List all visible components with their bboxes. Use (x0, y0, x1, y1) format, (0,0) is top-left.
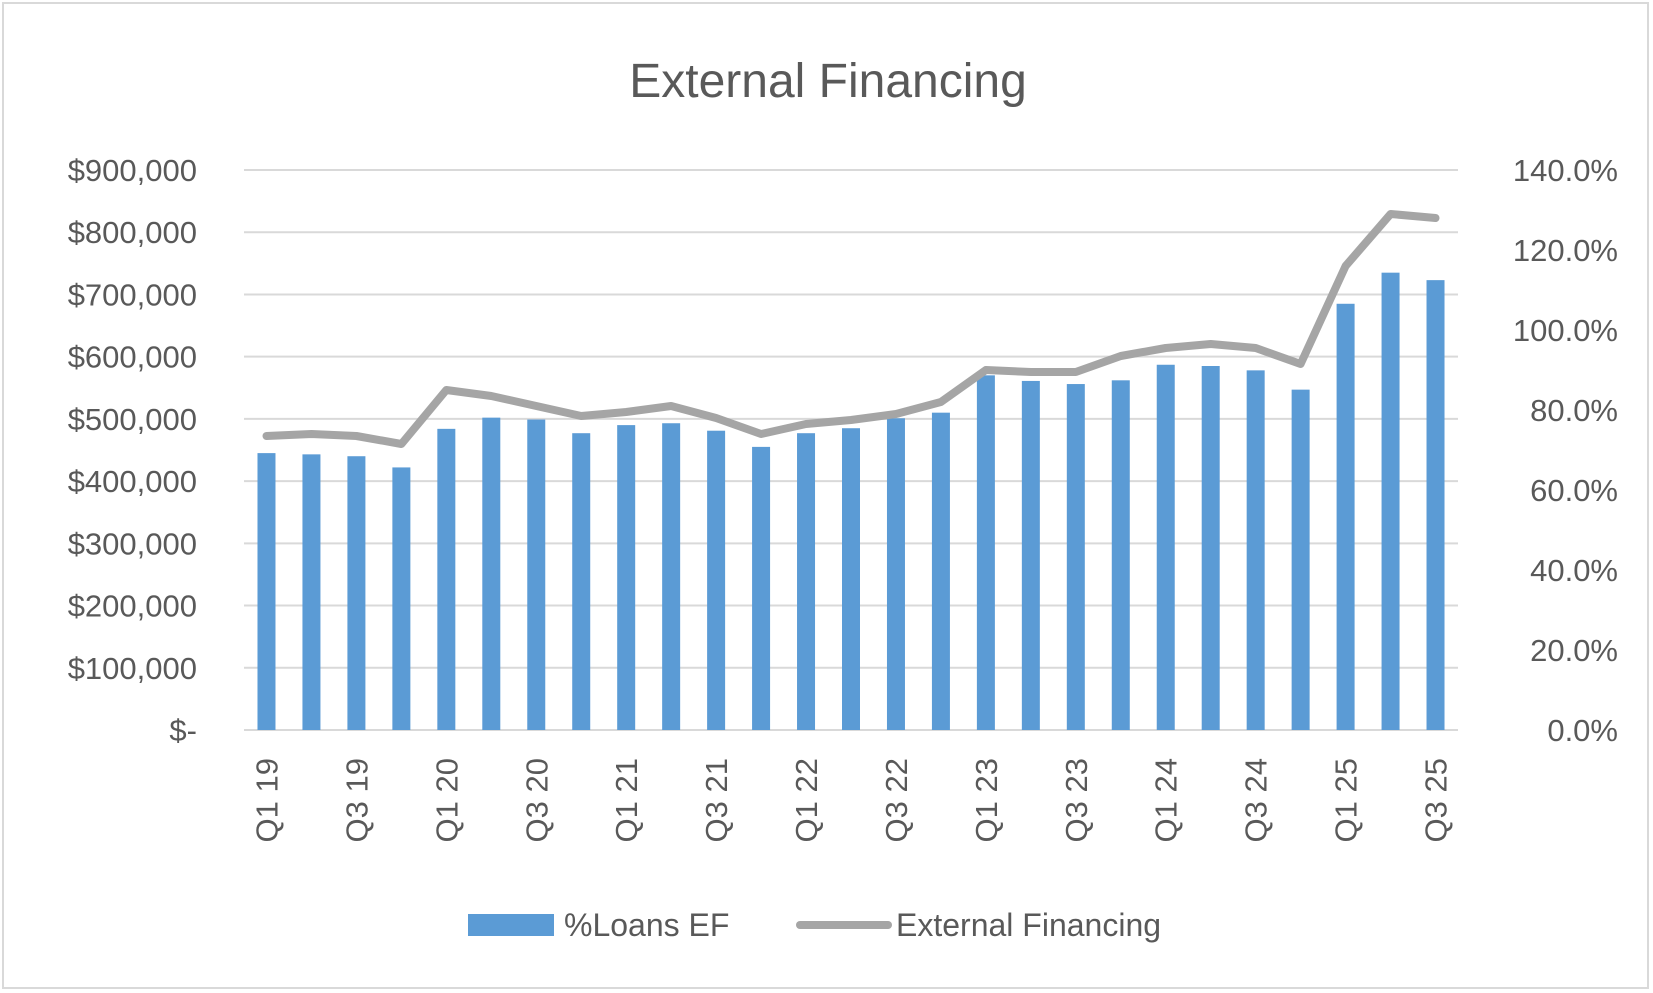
bar (1291, 389, 1310, 730)
bar (437, 428, 456, 730)
bar (797, 433, 816, 730)
right-tick-label: 40.0% (1530, 553, 1618, 588)
left-tick-label: $200,000 (68, 589, 197, 624)
right-tick-label: 120.0% (1513, 233, 1618, 268)
left-tick-label: $600,000 (68, 340, 197, 375)
line-series (262, 210, 1440, 448)
bar (1426, 280, 1445, 730)
right-tick-label: 100.0% (1513, 313, 1618, 348)
bar (707, 430, 726, 730)
x-tick-label: Q1 23 (969, 758, 1004, 842)
left-tick-label: $- (169, 713, 197, 748)
bar (1111, 380, 1130, 730)
right-tick-label: 140.0% (1513, 153, 1618, 188)
legend-label-bars: %Loans EF (564, 907, 729, 943)
legend-label-line: External Financing (896, 907, 1161, 943)
left-tick-label: $500,000 (68, 402, 197, 437)
bar (1201, 366, 1220, 730)
bar (572, 433, 591, 730)
bar (1336, 303, 1355, 730)
left-tick-label: $300,000 (68, 526, 197, 561)
right-tick-label: 20.0% (1530, 633, 1618, 668)
bar (1381, 272, 1400, 730)
x-tick-label: Q3 20 (519, 758, 554, 842)
bar (1246, 370, 1265, 730)
x-tick-label: Q1 22 (789, 758, 824, 842)
x-tick-label: Q3 19 (339, 758, 374, 842)
legend: %Loans EF External Financing (468, 907, 1161, 943)
bar (527, 419, 546, 730)
x-tick-label: Q3 22 (879, 758, 914, 842)
right-tick-label: 0.0% (1547, 713, 1618, 748)
bar (752, 446, 771, 730)
bar (842, 428, 860, 730)
left-tick-label: $900,000 (68, 153, 197, 188)
bar (257, 453, 276, 730)
right-tick-label: 60.0% (1530, 473, 1618, 508)
series-line (262, 210, 1440, 448)
left-tick-label: $800,000 (68, 215, 197, 250)
x-tick-label: Q1 20 (429, 758, 464, 842)
chart-title: External Financing (629, 55, 1027, 108)
bar (1021, 380, 1040, 730)
x-tick-label: Q3 25 (1419, 758, 1454, 842)
x-tick-label: Q1 19 (249, 758, 284, 842)
x-tick-label: Q1 24 (1149, 758, 1184, 842)
left-tick-label: $100,000 (68, 651, 197, 686)
left-tick-label: $700,000 (68, 277, 197, 312)
x-axis-ticks: Q1 19 Q3 19 Q1 20 Q3 20 Q1 21 Q3 21 Q1 22 Q3 22… (249, 758, 1453, 842)
bar (617, 425, 636, 730)
bar (886, 418, 905, 730)
bar (1156, 364, 1175, 730)
bar (392, 467, 411, 730)
bar (482, 417, 501, 730)
bar (347, 456, 366, 730)
x-tick-label: Q1 25 (1329, 758, 1364, 842)
left-axis-ticks: $- $100,000 $200,000 $300,000 $400,000 $500,0… (68, 153, 197, 748)
bar (931, 412, 950, 730)
bar (302, 454, 321, 730)
x-tick-label: Q3 21 (699, 758, 734, 842)
x-tick-label: Q3 24 (1239, 758, 1274, 842)
x-tick-label: Q3 23 (1059, 758, 1094, 842)
left-tick-label: $400,000 (68, 464, 197, 499)
right-axis-ticks: 0.0% 20.0% 40.0% 60.0% 80.0% 100.0% 120.0% 140.… (1513, 153, 1618, 748)
legend-swatch-bars (468, 914, 554, 936)
x-tick-label: Q1 21 (609, 758, 644, 842)
bar-series (257, 272, 1445, 730)
bar (1066, 384, 1085, 730)
bar (662, 423, 681, 730)
right-tick-label: 80.0% (1530, 393, 1618, 428)
bar (976, 375, 995, 730)
